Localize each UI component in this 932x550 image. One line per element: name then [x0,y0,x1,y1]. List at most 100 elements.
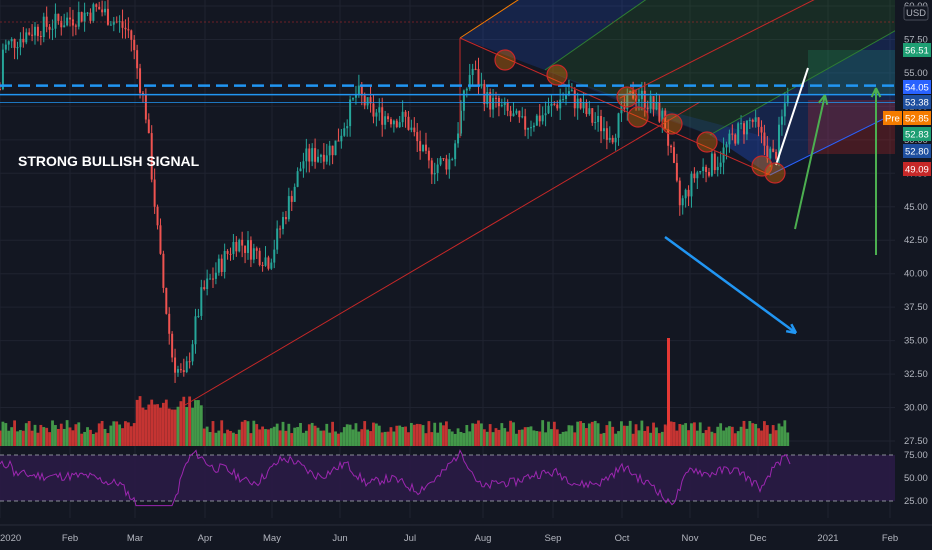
candle-body [182,370,185,373]
candle-body [416,132,419,142]
volume-bar [503,428,507,446]
candle-body [191,344,194,362]
candle-body [661,110,664,122]
candle-body [331,145,334,156]
volume-bar [153,404,157,446]
candle-body [334,140,337,156]
volume-bar [663,424,667,446]
volume-bar [39,424,43,446]
price-label-value: 56.51 [905,46,929,57]
volume-bar [701,433,705,446]
volume-bar [765,425,769,446]
candle-body [427,150,430,161]
price-label: 49.09 [903,162,931,176]
candle-body [200,287,203,316]
candle-body [101,9,104,13]
volume-bar [433,422,437,446]
candle-body [203,287,206,289]
volume-bar [541,420,545,446]
candle-body [214,272,217,279]
candle-body [454,143,457,160]
candle-body [89,12,92,21]
volume-bar [316,427,320,446]
candle-body [349,99,352,127]
touch-circle [546,64,568,86]
candle-body [270,262,273,269]
zone-blue-lower [710,10,932,175]
volume-bar [357,431,361,446]
rsi-line [0,449,791,507]
drawings [0,0,932,406]
rsi-tick-label: 25.00 [904,496,928,507]
candle-body [86,12,89,14]
annotation-text: STRONG BULLISH SIGNAL [18,153,200,169]
candle-body [745,120,748,135]
volume-bar [704,430,708,446]
candle-body [159,225,162,254]
candle-body [153,179,156,207]
volume-bar [45,427,49,446]
volume-bar [675,430,679,446]
candle-body [585,102,588,115]
candle-body [617,113,620,138]
volume-bar [80,433,84,446]
candle-body [448,159,451,170]
candle-body [547,105,550,114]
volume-bar [313,425,317,446]
candle-body [713,153,716,171]
volume-bar [342,427,346,446]
volume-bar [392,431,396,446]
y-tick-label: 40.00 [904,269,928,280]
candle-body [95,4,98,7]
volume-bar [246,421,250,446]
volume-bar [77,422,81,446]
candle-body [366,97,369,106]
volume-bar [415,423,419,446]
candle-body [500,105,503,107]
volume-bar [258,429,262,446]
volume-bar [194,400,197,446]
candle-body [328,145,331,156]
volume-bar [351,429,355,446]
trend-line-up [184,101,701,406]
volume-bar [7,430,11,446]
candle-body [436,164,439,173]
volume-bar [453,433,457,446]
volume-bar [585,428,588,446]
volume-bar [587,423,591,446]
volume-bar [599,433,603,446]
candle-body [74,25,77,27]
candle-body [343,128,346,136]
volume-bar [407,432,410,446]
volume-bar [4,423,8,446]
volume-bar [690,423,693,446]
volume-bar [783,420,787,446]
candle-body [541,115,544,122]
candle-body [579,98,582,109]
volume-bar [456,428,460,446]
volume-bar [687,430,690,446]
volume-bar [517,429,521,446]
volume-bar [106,433,110,446]
volume-bar [1,421,5,446]
candle-body [684,189,687,199]
x-tick-label: 2020 [0,533,21,544]
candle-body [705,166,708,173]
volume-bar [109,425,113,446]
candle-body [471,68,474,76]
candle-body [63,25,66,28]
candle-body [626,93,629,110]
volume-bar [725,427,728,446]
candle-body [597,115,600,123]
volume-bar [354,423,358,446]
volume-bar [640,420,644,446]
volume-bar [555,429,559,446]
volume-bar [672,422,676,446]
volume-bar [380,432,384,446]
y-tick-label: 32.50 [904,369,928,380]
x-tick-label: 2021 [817,533,838,544]
candle-body [185,361,188,373]
candle-body [42,16,45,37]
candle-body [404,111,407,117]
